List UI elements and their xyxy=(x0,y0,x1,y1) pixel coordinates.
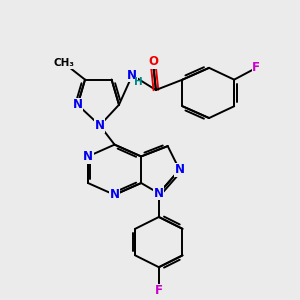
Text: N: N xyxy=(127,69,137,82)
Text: N: N xyxy=(175,163,184,176)
Text: F: F xyxy=(252,61,260,74)
Text: N: N xyxy=(110,188,120,201)
Text: F: F xyxy=(155,284,163,297)
Text: N: N xyxy=(154,187,164,200)
Text: H: H xyxy=(134,77,143,87)
Text: N: N xyxy=(95,119,105,132)
Text: N: N xyxy=(83,150,93,163)
Text: O: O xyxy=(148,56,158,68)
Text: N: N xyxy=(73,98,82,111)
Text: CH₃: CH₃ xyxy=(54,58,75,68)
